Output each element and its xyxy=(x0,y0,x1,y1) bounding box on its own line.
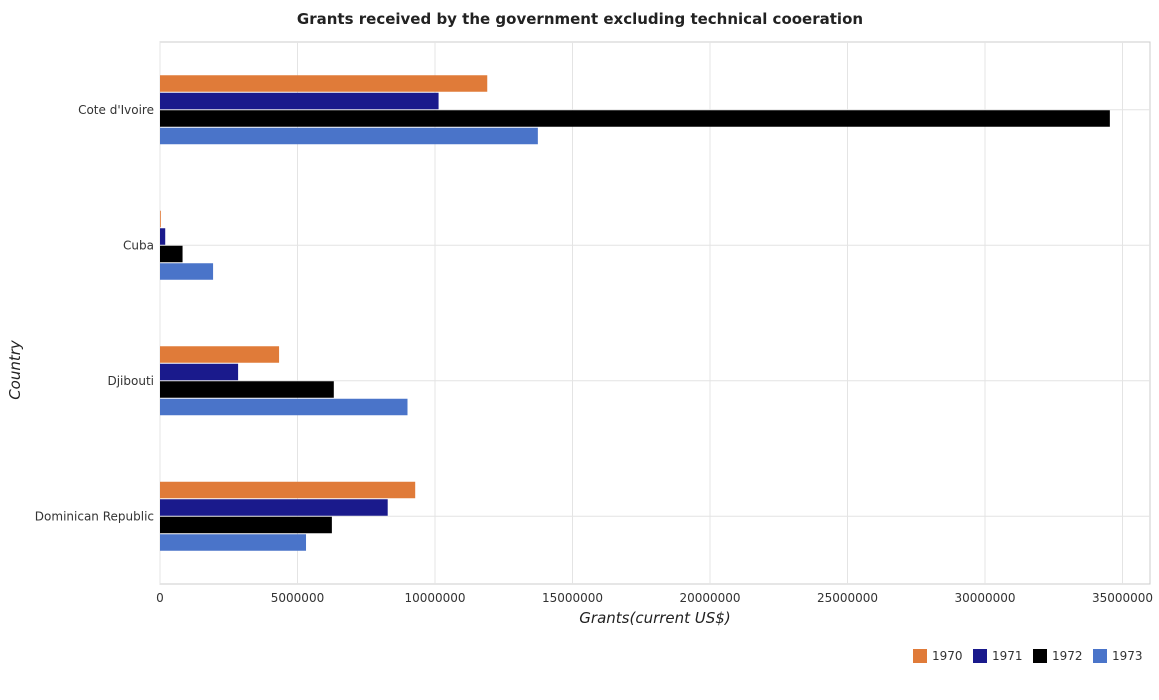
x-tick-label: 30000000 xyxy=(954,591,1015,605)
bar-1973-cuba xyxy=(160,263,214,280)
legend-label-1972: 1972 xyxy=(1052,649,1083,663)
x-tick-label: 10000000 xyxy=(404,591,465,605)
bar-1970-dominican-republic xyxy=(160,481,416,499)
bar-1971-cote-d-ivoire xyxy=(160,92,439,110)
bar-1970-cuba xyxy=(160,210,161,228)
x-tick-label: 15000000 xyxy=(542,591,603,605)
x-tick-label: 25000000 xyxy=(817,591,878,605)
bar-1972-djibouti xyxy=(160,381,334,398)
bar-1973-djibouti xyxy=(160,398,408,416)
x-tick-label: 20000000 xyxy=(679,591,740,605)
bar-1972-dominican-republic xyxy=(160,516,332,534)
bar-1972-cote-d-ivoire xyxy=(160,110,1110,127)
y-axis-label: Country xyxy=(6,339,24,400)
y-tick-label: Djibouti xyxy=(107,374,154,388)
bar-1973-cote-d-ivoire xyxy=(160,127,538,145)
legend-label-1971: 1971 xyxy=(992,649,1023,663)
x-tick-label: 0 xyxy=(156,591,164,605)
bar-1971-cuba xyxy=(160,228,166,245)
y-tick-label: Cote d'Ivoire xyxy=(78,103,154,117)
chart-title: Grants received by the government exclud… xyxy=(297,10,863,28)
bar-1973-dominican-republic xyxy=(160,534,307,551)
legend-label-1970: 1970 xyxy=(932,649,963,663)
y-axis-ticks: Cote d'Ivoire Cuba Djibouti Dominican Repub… xyxy=(35,103,154,524)
legend-swatch-1972 xyxy=(1033,649,1047,663)
y-tick-label: Dominican Republic xyxy=(35,509,154,523)
legend-swatch-1971 xyxy=(973,649,987,663)
bar-1970-djibouti xyxy=(160,346,280,363)
legend-swatch-1973 xyxy=(1093,649,1107,663)
bar-1972-cuba xyxy=(160,245,183,263)
legend-label-1973: 1973 xyxy=(1112,649,1143,663)
bar-1970-cote-d-ivoire xyxy=(160,75,488,92)
legend: 1970 1971 1972 1973 xyxy=(913,649,1143,663)
bar-1971-djibouti xyxy=(160,363,239,381)
y-tick-label: Cuba xyxy=(123,238,154,252)
plot-area xyxy=(159,41,1151,585)
legend-swatch-1970 xyxy=(913,649,927,663)
x-tick-label: 35000000 xyxy=(1092,591,1153,605)
x-axis-ticks: 0 5000000 10000000 15000000 20000000 25000000… xyxy=(156,591,1153,605)
x-axis-label: Grants(current US$) xyxy=(579,609,730,627)
bar-1971-dominican-republic xyxy=(160,499,388,516)
x-tick-label: 5000000 xyxy=(271,591,324,605)
